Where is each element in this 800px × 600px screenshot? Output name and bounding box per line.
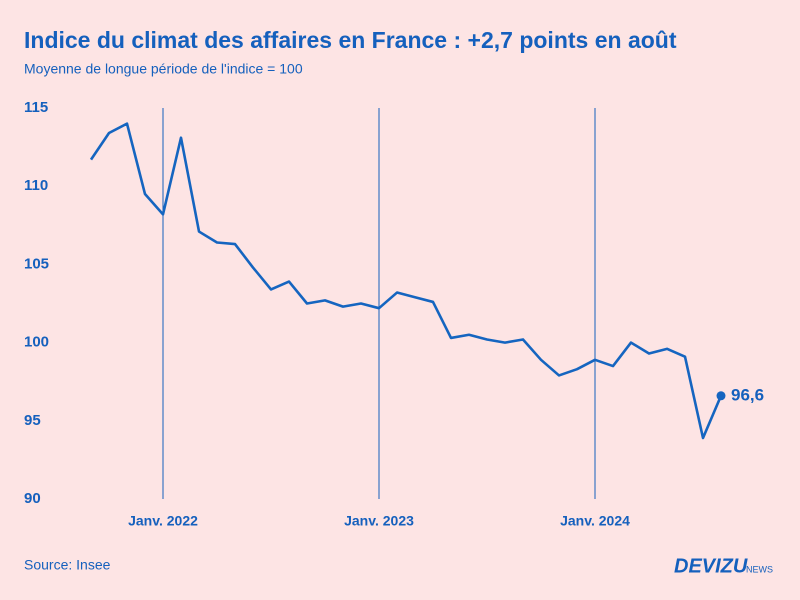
brand: DEVIZU — [674, 555, 748, 577]
line — [89, 122, 723, 440]
y-tick-label: 100 — [24, 334, 49, 351]
y-tick-label: 105 — [24, 255, 49, 272]
chart-subtitle: Moyenne de longue période de l'indice = … — [24, 61, 303, 77]
y-tick-label: 110 — [24, 177, 48, 194]
y-tick-label: 115 — [24, 99, 48, 116]
point — [716, 391, 726, 401]
value-label: 96,6 — [731, 385, 764, 404]
source: Source: Insee — [24, 557, 111, 573]
x-tick-label: Janv. 2022 — [128, 513, 198, 529]
brand-suffix: NEWS — [746, 564, 773, 574]
x-tick-label: Janv. 2023 — [344, 513, 414, 529]
x-tick-label: Janv. 2024 — [560, 513, 630, 529]
chart-title: Indice du climat des affaires en France … — [24, 27, 677, 53]
y-tick-label: 95 — [24, 412, 41, 429]
y-tick-label: 90 — [24, 490, 41, 507]
